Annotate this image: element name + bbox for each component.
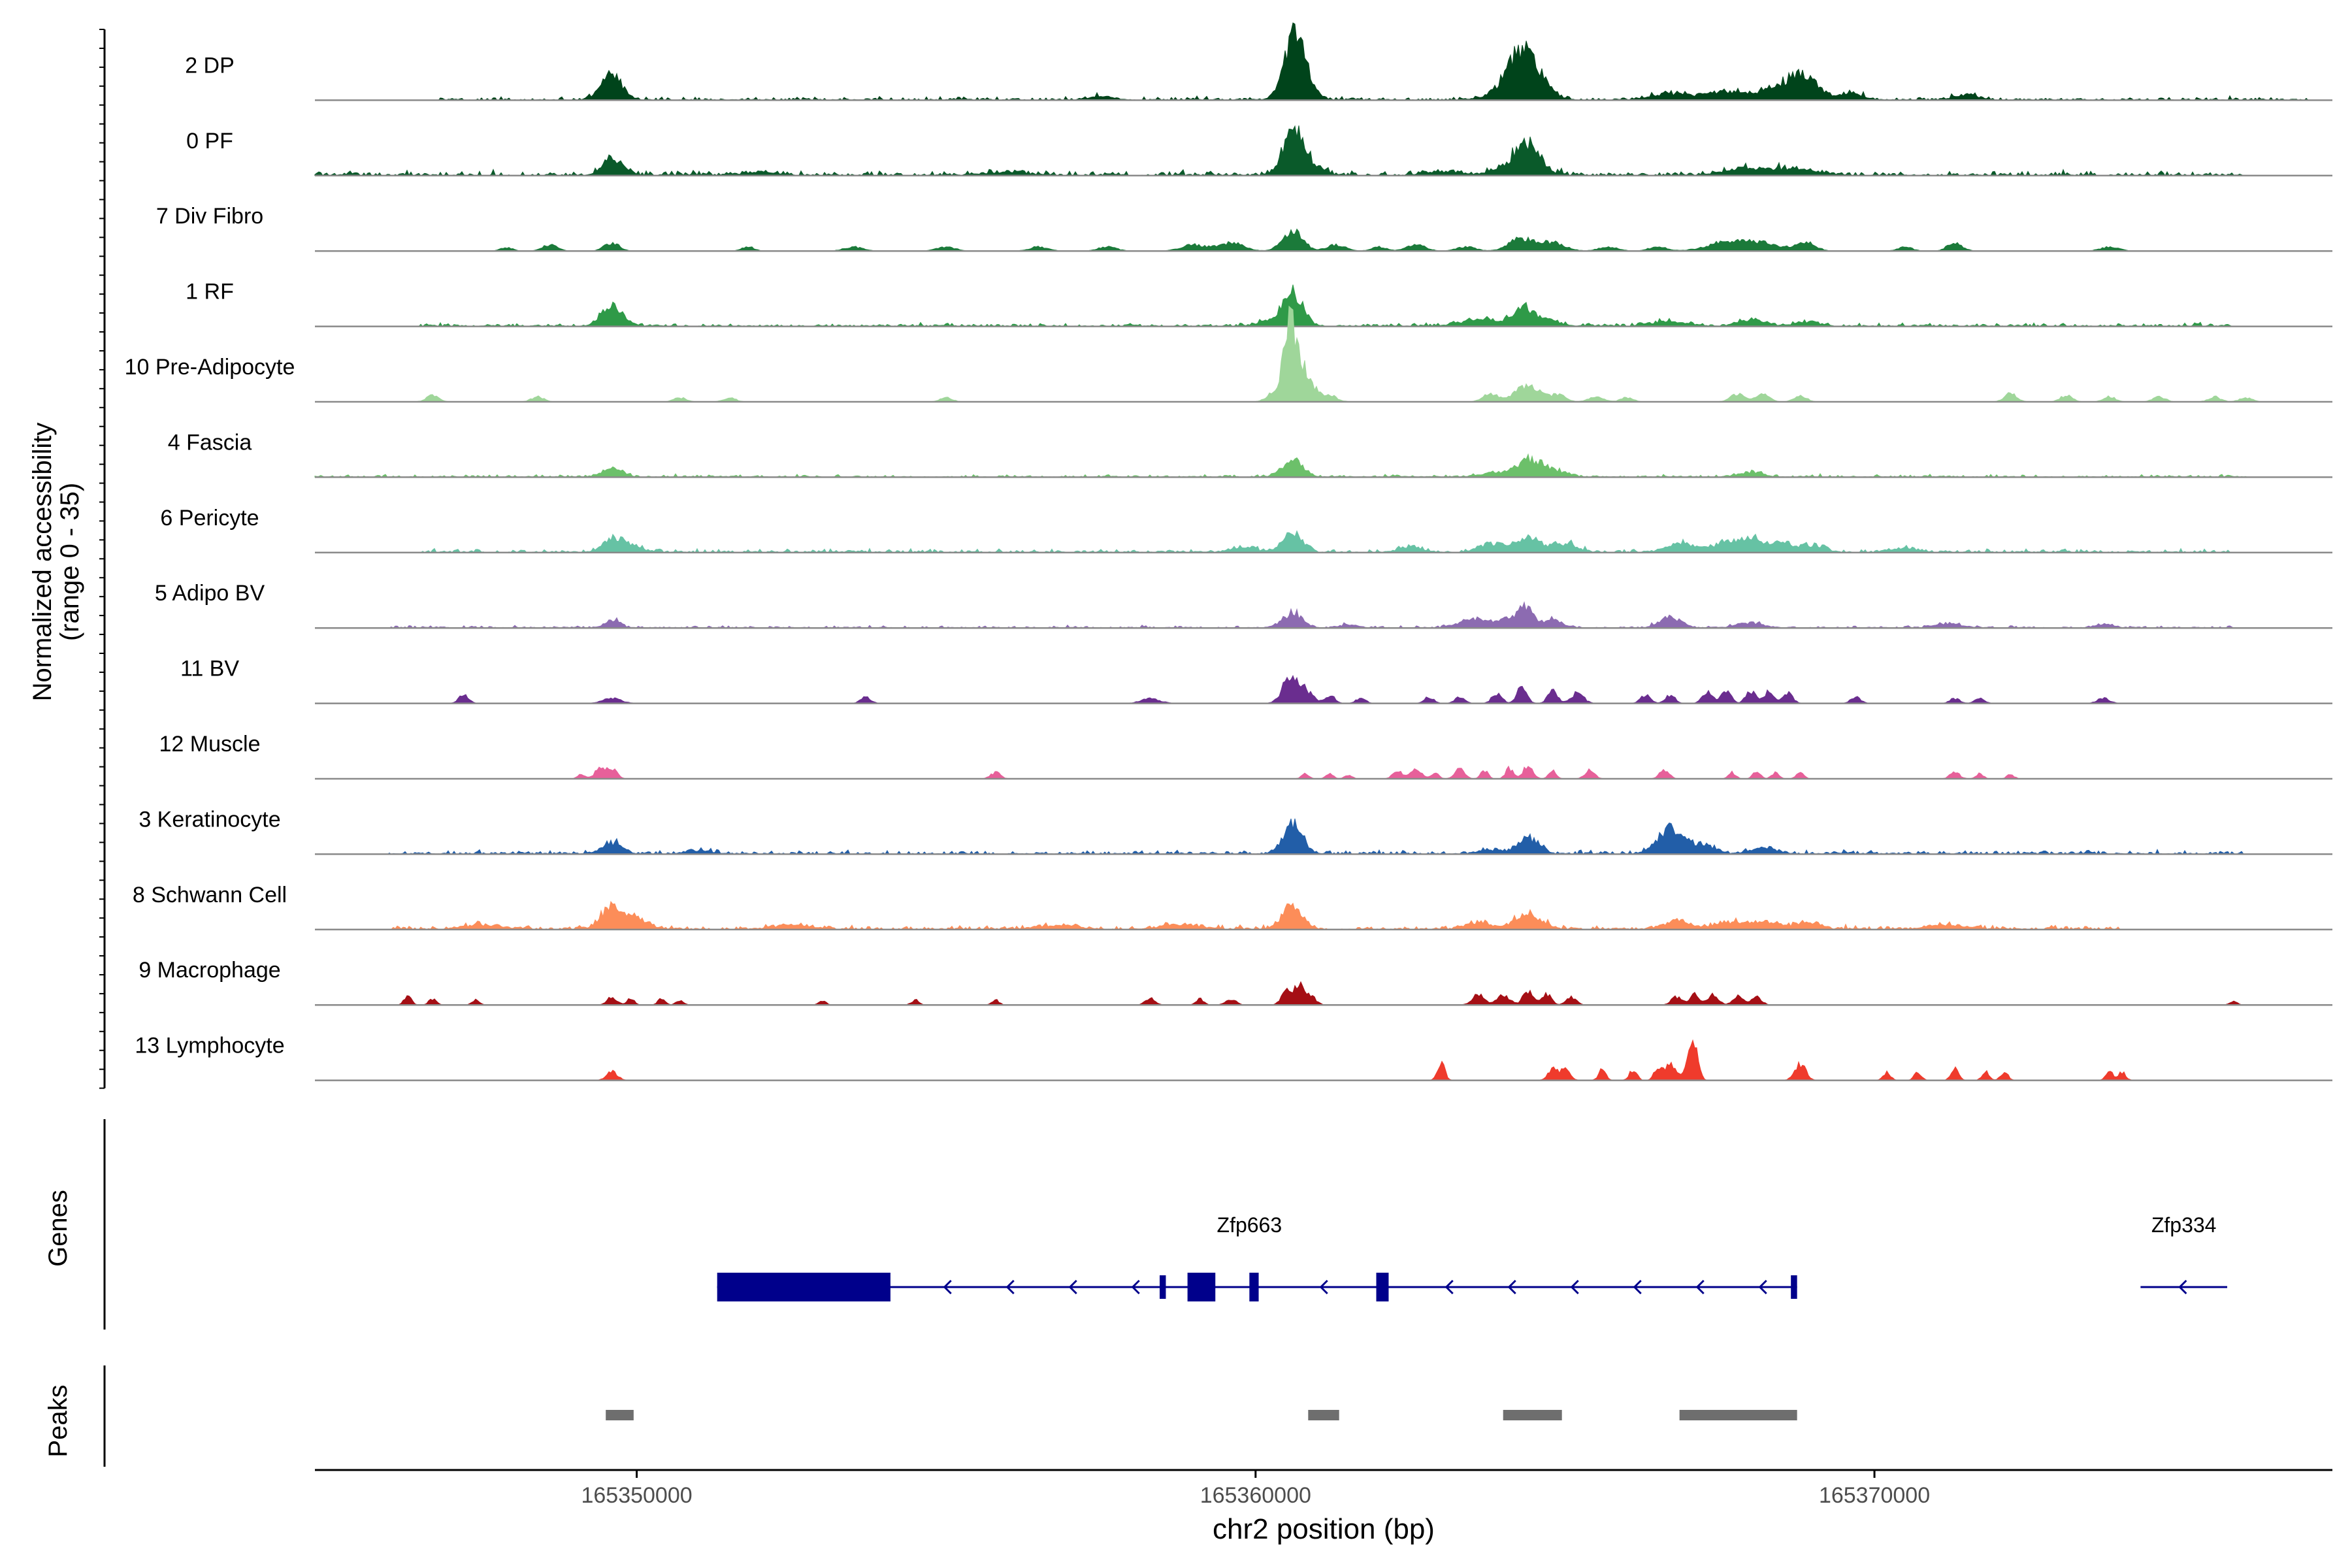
x-axis: 165350000 165360000 165370000 xyxy=(315,1469,2332,1508)
peak-region xyxy=(1308,1410,1339,1420)
coverage-area xyxy=(315,601,2332,629)
y-axis-range-label: (range 0 - 35) xyxy=(56,483,84,641)
track-8-schwann-cell: 8 Schwann Cell xyxy=(133,883,2332,931)
peak-region xyxy=(1503,1410,1562,1420)
x-axis-label: chr2 position (bp) xyxy=(1213,1513,1435,1545)
track-12-muscle: 12 Muscle xyxy=(159,732,2332,780)
coverage-area xyxy=(315,1039,2332,1081)
track-9-macrophage: 9 Macrophage xyxy=(139,958,2332,1006)
genes-track-label: Genes xyxy=(44,1190,73,1267)
track-3-keratinocyte: 3 Keratinocyte xyxy=(139,807,2332,855)
y-axis xyxy=(99,29,106,1089)
track-2-dp: 2 DP xyxy=(185,22,2332,101)
strand-arrow xyxy=(1068,1279,1077,1295)
strand-arrow xyxy=(1445,1279,1454,1295)
gene-zfp334: Zfp334 xyxy=(2140,1213,2227,1295)
track-label: 4 Fascia xyxy=(168,430,252,455)
gene-exon xyxy=(1159,1275,1166,1299)
peaks-track-label: Peaks xyxy=(44,1384,73,1457)
track-label: 1 RF xyxy=(186,280,234,304)
track-label: 7 Div Fibro xyxy=(156,204,263,229)
y-axis-label: Normalized accessibility xyxy=(28,423,57,702)
strand-arrow xyxy=(1633,1279,1642,1295)
track-6-pericyte: 6 Pericyte xyxy=(160,506,2332,554)
strand-arrow xyxy=(2178,1279,2187,1295)
strand-arrow xyxy=(1319,1279,1328,1295)
gene-exon xyxy=(1376,1273,1389,1301)
track-label: 2 DP xyxy=(185,53,235,78)
coverage-area xyxy=(315,228,2332,252)
peak-region xyxy=(1679,1410,1797,1420)
track-label: 8 Schwann Cell xyxy=(133,883,287,907)
coverage-area xyxy=(314,453,2332,478)
track-10-pre-adipocyte: 10 Pre-Adipocyte xyxy=(125,305,2332,403)
strand-arrow xyxy=(1695,1279,1705,1295)
x-tick-label: 165350000 xyxy=(581,1483,692,1508)
track-7-div-fibro: 7 Div Fibro xyxy=(156,204,2332,252)
track-label: 6 Pericyte xyxy=(160,506,259,531)
strand-arrow xyxy=(1507,1279,1516,1295)
tracks-layer: 2 DP 0 PF 7 Div Fibro 1 RF 10 Pre-Adipocyte 4… xyxy=(125,22,2332,1081)
peak-region xyxy=(606,1410,634,1420)
coverage-area xyxy=(315,530,2332,553)
coverage-area xyxy=(314,125,2332,176)
genes-track: Zfp663 Zfp334 xyxy=(103,1119,2227,1330)
gene-label: Zfp334 xyxy=(2151,1213,2217,1237)
gene-exon xyxy=(717,1273,890,1301)
coverage-area xyxy=(315,981,2332,1005)
track-label: 11 BV xyxy=(180,657,239,681)
strand-arrow xyxy=(943,1279,952,1295)
gene-label: Zfp663 xyxy=(1217,1213,1282,1237)
coverage-area xyxy=(315,284,2332,327)
gene-exon xyxy=(1187,1273,1216,1301)
x-tick-label: 165360000 xyxy=(1200,1483,1311,1508)
track-11-bv: 11 BV xyxy=(180,657,2332,704)
track-label: 5 Adipo BV xyxy=(155,581,265,606)
strand-arrow xyxy=(1005,1279,1015,1295)
track-1-rf: 1 RF xyxy=(186,280,2332,327)
track-label: 3 Keratinocyte xyxy=(139,807,280,832)
coverage-area xyxy=(315,900,2332,930)
strand-arrow xyxy=(1131,1279,1140,1295)
gene-exon xyxy=(1249,1273,1259,1301)
track-4-fascia: 4 Fascia xyxy=(168,430,2332,478)
coverage-area xyxy=(315,675,2332,704)
track-5-adipo-bv: 5 Adipo BV xyxy=(155,581,2332,629)
coverage-area xyxy=(315,818,2332,855)
track-label: 10 Pre-Adipocyte xyxy=(125,355,295,380)
track-0-pf: 0 PF xyxy=(186,125,2332,177)
track-label: 13 Lymphocyte xyxy=(135,1034,284,1058)
track-label: 12 Muscle xyxy=(159,732,261,757)
peaks-track xyxy=(103,1365,1797,1467)
coverage-area xyxy=(315,22,2332,101)
gene-zfp663: Zfp663 xyxy=(717,1213,1797,1301)
strand-arrow xyxy=(1758,1279,1767,1295)
x-tick-label: 165370000 xyxy=(1819,1483,1930,1508)
track-label: 0 PF xyxy=(186,129,233,154)
track-label: 9 Macrophage xyxy=(139,958,280,983)
gene-exon xyxy=(1791,1275,1797,1299)
coverage-area xyxy=(315,765,2332,779)
strand-arrow xyxy=(1570,1279,1579,1295)
track-13-lymphocyte: 13 Lymphocyte xyxy=(135,1034,2332,1081)
